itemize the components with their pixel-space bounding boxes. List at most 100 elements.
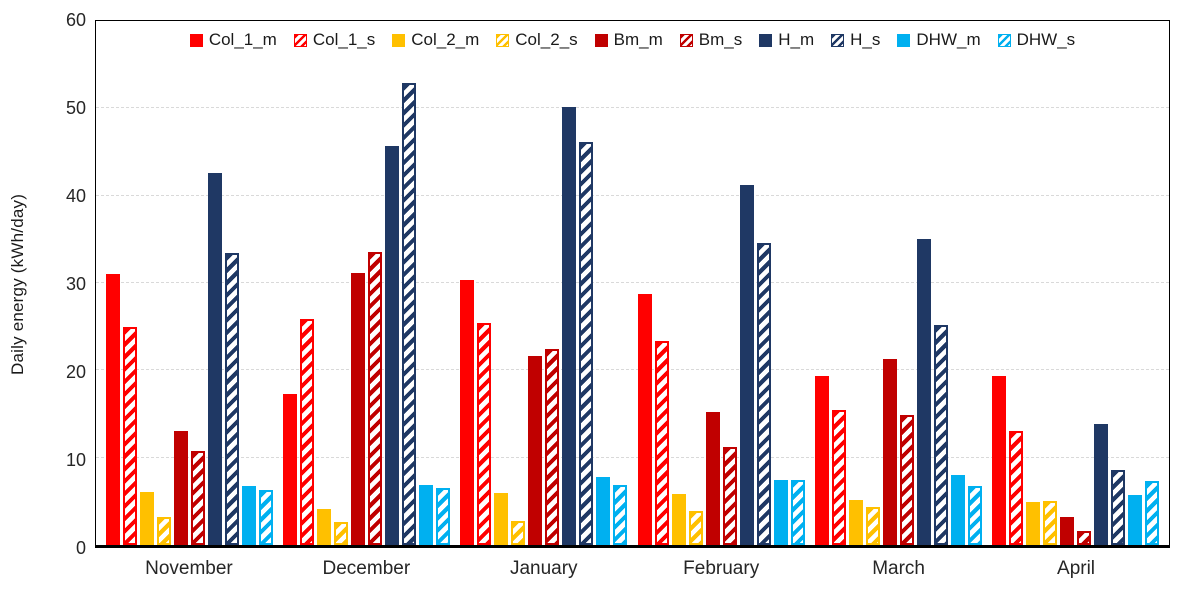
legend-swatch-icon-Col_2_s xyxy=(496,33,510,47)
legend: Col_1_m Col_1_s Col_2_m Col_2_s Bm_m Bm_s H_m H… xyxy=(96,30,1169,50)
y-axis-tick-label-0: 0 xyxy=(75,538,86,558)
y-axis-tick-label-40: 40 xyxy=(65,186,86,207)
legend-item-Col_2_s: Col_2_s xyxy=(496,30,578,50)
bar-DHW_m-january xyxy=(596,476,611,545)
legend-label-Bm_s: Bm_s xyxy=(698,30,743,49)
bar-Col_1_s-january xyxy=(477,323,492,545)
bar-Col_1_m-april xyxy=(991,376,1006,545)
legend-item-Col_2_m: Col_2_m xyxy=(392,30,479,50)
bar-Col_2_s-december xyxy=(334,522,349,545)
legend-label-H_s: H_s xyxy=(850,30,881,49)
bar-Col_1_m-december xyxy=(283,393,298,545)
bar-Col_1_m-november xyxy=(106,274,121,545)
legend-item-DHW_s: DHW_s xyxy=(997,30,1076,50)
bar-H_m-november xyxy=(208,172,223,545)
y-axis-tick-label-30: 30 xyxy=(65,274,86,294)
bar-H_s-march xyxy=(933,324,948,545)
bar-group-march xyxy=(814,21,982,545)
y-axis-tick-label-20: 20 xyxy=(65,362,86,383)
bar-H_m-december xyxy=(385,145,400,545)
bar-Col_2_m-april xyxy=(1025,502,1040,545)
bar-Bm_s-january xyxy=(545,349,560,545)
gridline-10 xyxy=(96,456,1169,458)
bar-DHW_m-march xyxy=(950,475,965,545)
bar-Col_1_m-february xyxy=(637,294,652,545)
legend-swatch-icon-Col_1_m xyxy=(189,33,203,47)
bar-Bm_m-january xyxy=(528,356,543,545)
bar-H_s-january xyxy=(579,141,594,545)
bar-DHW_s-february xyxy=(790,480,805,545)
bar-Col_1_s-december xyxy=(300,318,315,545)
bar-H_m-january xyxy=(562,106,577,545)
bar-Col_1_m-january xyxy=(460,279,475,545)
gridlines xyxy=(96,21,1169,545)
bar-DHW_m-february xyxy=(773,480,788,545)
x-axis-tick-label-january: January xyxy=(509,558,578,579)
legend-swatch-icon-H_s xyxy=(831,33,845,47)
x-axis-tick-labels: November December January February March Apri… xyxy=(95,558,1170,580)
legend-item-H_s: H_s xyxy=(831,30,880,50)
bar-group-november xyxy=(106,21,274,545)
legend-swatch-icon-DHW_m xyxy=(897,33,911,47)
bar-H_m-february xyxy=(739,185,754,545)
bar-Bm_s-april xyxy=(1076,531,1091,545)
legend-item-Bm_s: Bm_s xyxy=(679,30,743,50)
legend-label-DHW_m: DHW_m xyxy=(916,30,981,49)
legend-label-H_m: H_m xyxy=(778,30,815,49)
bar-group-january xyxy=(460,21,628,545)
bar-Bm_s-december xyxy=(368,252,383,545)
y-axis-tick-label-60: 60 xyxy=(65,10,86,30)
gridline-20 xyxy=(96,369,1169,371)
bar-H_m-april xyxy=(1093,423,1108,545)
y-axis-tick-labels: 0 10 20 30 40 50 60 xyxy=(0,11,86,557)
gridline-50 xyxy=(96,107,1169,109)
bar-group-april xyxy=(991,21,1159,545)
bar-Bm_m-november xyxy=(174,431,189,545)
legend-swatch-icon-Bm_m xyxy=(594,33,608,47)
bar-DHW_s-december xyxy=(436,488,451,545)
bar-DHW_m-april xyxy=(1127,495,1142,545)
bar-Col_1_m-march xyxy=(814,375,829,545)
legend-swatch-icon-Col_1_s xyxy=(293,33,307,47)
legend-swatch-icon-Bm_s xyxy=(679,33,693,47)
bar-group-february xyxy=(637,21,805,545)
bar-Col_2_m-december xyxy=(317,509,332,545)
bar-Bm_m-april xyxy=(1059,517,1074,545)
x-axis-tick-label-april: April xyxy=(1057,558,1096,579)
bar-Col_2_m-march xyxy=(848,500,863,545)
x-axis-tick-label-march: March xyxy=(872,558,925,579)
bar-DHW_s-march xyxy=(967,485,982,545)
bar-H_s-november xyxy=(225,253,240,545)
bar-H_s-february xyxy=(756,242,771,545)
legend-label-DHW_s: DHW_s xyxy=(1016,30,1076,49)
x-axis-tick-label-december: December xyxy=(322,558,411,579)
bar-DHW_m-november xyxy=(242,486,257,545)
legend-label-Col_1_s: Col_1_s xyxy=(312,30,376,49)
legend-item-Col_1_m: Col_1_m xyxy=(189,30,277,50)
x-axis-tick-label-february: February xyxy=(683,558,760,579)
bar-Col_2_s-january xyxy=(511,520,526,545)
y-axis-tick-label-10: 10 xyxy=(65,450,86,471)
bar-DHW_s-january xyxy=(613,484,628,545)
legend-swatch-icon-H_m xyxy=(759,33,773,47)
bar-H_m-march xyxy=(916,239,931,545)
x-axis-tick-label-november: November xyxy=(145,558,233,579)
bar-group-december xyxy=(283,21,451,545)
bar-Col_1_s-november xyxy=(123,326,138,545)
legend-item-Col_1_s: Col_1_s xyxy=(293,30,376,50)
bar-Col_2_m-november xyxy=(140,491,155,545)
bar-Col_2_s-february xyxy=(688,510,703,545)
legend-swatch-icon-DHW_s xyxy=(997,33,1011,47)
bar-Col_2_m-february xyxy=(671,493,686,545)
bar-Col_1_s-april xyxy=(1008,430,1023,545)
plot-area: Col_1_m Col_1_s Col_2_m Col_2_s Bm_m Bm_s H_m H… xyxy=(95,20,1170,548)
bar-DHW_m-december xyxy=(419,484,434,545)
bar-Bm_s-november xyxy=(191,450,206,545)
bar-Col_1_s-march xyxy=(831,409,846,545)
legend-label-Col_1_m: Col_1_m xyxy=(208,30,277,49)
legend-label-Col_2_s: Col_2_s xyxy=(515,30,578,49)
legend-item-H_m: H_m xyxy=(759,30,814,50)
gridline-30 xyxy=(96,282,1169,283)
legend-item-Bm_m: Bm_m xyxy=(594,30,663,50)
